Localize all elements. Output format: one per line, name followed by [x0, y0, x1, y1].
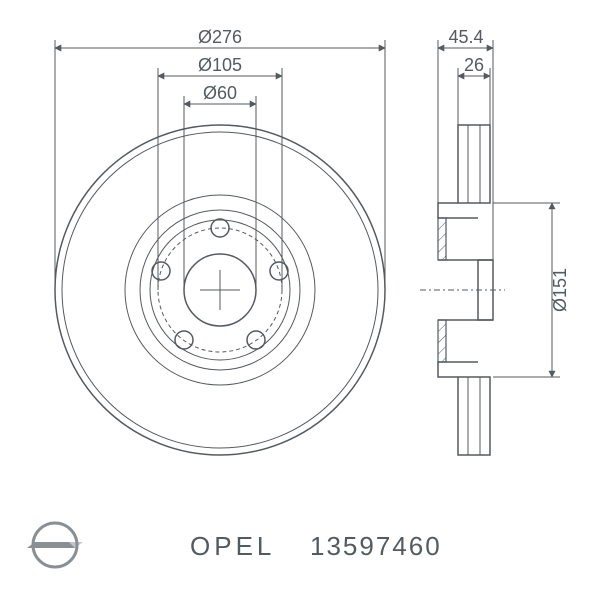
part-number-label: 13597460: [310, 531, 442, 561]
dim-center-bore: Ø60: [203, 83, 237, 103]
dim-bolt-circle: Ø105: [198, 55, 242, 75]
footer: OPEL 13597460: [27, 523, 442, 567]
drawing-canvas: Ø276 Ø105 Ø60: [0, 0, 600, 600]
dim-disc-width: 26: [464, 55, 484, 75]
dim-total-width: 45.4: [448, 27, 483, 47]
opel-logo-icon: [27, 523, 83, 567]
brand-label: OPEL: [190, 531, 275, 561]
side-view: 45.4 26 Ø151: [420, 27, 570, 455]
dim-hub-diameter: Ø151: [550, 268, 570, 312]
dim-outer-diameter: Ø276: [198, 27, 242, 47]
front-view: Ø276 Ø105 Ø60: [55, 27, 385, 455]
